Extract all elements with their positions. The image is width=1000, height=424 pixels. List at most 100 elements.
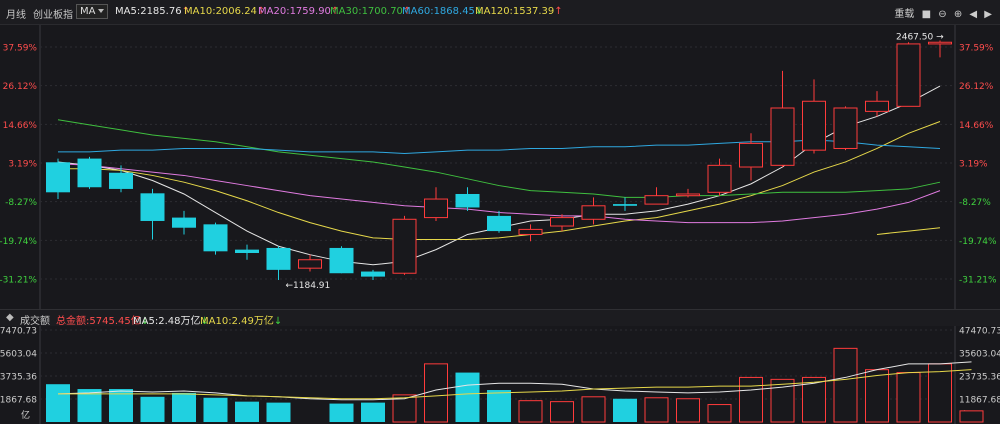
volume-bar (518, 400, 543, 423)
price-axis-label-left: 37.59% (3, 44, 38, 54)
volume-axis-label-right: 11867.68 (959, 396, 1000, 406)
price-axis-label-right: 3.19% (959, 160, 988, 170)
price-axis-label-left: -31.21% (0, 276, 37, 286)
price-axis-label-left: -8.27% (5, 198, 37, 208)
volume-unit-label-left: 亿 (21, 409, 30, 421)
price-axis-label-left: -19.74% (0, 237, 37, 247)
candle (676, 188, 700, 198)
volume-axis-label-left: 11867.68 (0, 396, 37, 406)
minus-icon[interactable]: ⊖ (938, 9, 947, 20)
candle-body (550, 217, 574, 227)
candle-body (235, 249, 259, 254)
volume-bar (928, 363, 952, 423)
volume-bar (361, 402, 385, 422)
total-amount-label: 总金额:5745.45亿↓ (56, 316, 150, 327)
period-label[interactable]: 月线 (6, 10, 26, 21)
ma30-legend: MA30:1700.70↑ (330, 6, 412, 17)
candle-body (392, 218, 417, 274)
candle-body (266, 247, 291, 270)
indicator-select[interactable]: MA (76, 4, 108, 19)
lock-icon[interactable]: ■ (921, 9, 932, 20)
price-axis-label-right: -8.27% (959, 198, 991, 208)
high-price-label: 2467.50 → (896, 33, 944, 43)
volume-chart[interactable]: 47470.73 47470.73 35603.04 35603.04 23735.36… (0, 326, 1000, 424)
volume-title: 成交额 (20, 316, 50, 327)
candle-body (77, 158, 102, 188)
next-icon[interactable]: ▶ (984, 9, 992, 20)
candle-body (896, 43, 921, 107)
volume-bar (550, 401, 574, 423)
volume-axis-label-left: 35603.04 (0, 350, 37, 360)
volume-bar (235, 401, 259, 422)
price-background (0, 25, 1000, 309)
candle (424, 187, 448, 221)
candle (644, 187, 669, 205)
toolbar-icons: 重载 ■ ⊖ ⊕ ◀ ▶ (890, 5, 992, 20)
volume-bar (46, 384, 70, 422)
candle (833, 106, 858, 151)
index-name[interactable]: 创业板指 (33, 10, 73, 21)
price-axis-label-right: 37.59% (959, 44, 994, 54)
candle (518, 224, 543, 242)
candle-body (46, 162, 70, 193)
candle (802, 79, 826, 154)
volume-bar (109, 389, 133, 422)
candle (928, 40, 952, 58)
volume-axis-label-right: 47470.73 (959, 327, 1000, 337)
volume-bar (676, 398, 700, 423)
candle (896, 42, 921, 107)
volume-header: ◆ 成交额 总金额:5745.45亿↓ MA5:2.48万亿↓ MA10:2.4… (0, 309, 1000, 327)
candle-body (361, 271, 385, 277)
volume-bar (833, 347, 858, 423)
candle-body (865, 100, 889, 112)
volume-bar (77, 389, 102, 422)
restore-button[interactable]: 重载 (894, 9, 915, 20)
candle-body (298, 259, 322, 269)
candle (613, 197, 637, 211)
price-axis-label-right: 26.12% (959, 82, 994, 92)
volume-bar (266, 402, 291, 422)
candle-body (518, 228, 543, 235)
chevron-down-icon (98, 9, 104, 13)
volume-bar (770, 378, 795, 423)
volume-bar (140, 396, 165, 422)
price-axis-label-left: 3.19% (8, 160, 37, 170)
volume-bar (739, 376, 763, 423)
volume-axis-label-right: 35603.04 (959, 350, 1000, 360)
ma10-line (58, 121, 941, 241)
volume-bar (424, 363, 448, 423)
price-chart[interactable]: 37.59% 37.59% 26.12% 26.12% 14.66% 14.66% 3.19… (0, 25, 1000, 309)
candle (581, 197, 606, 225)
candle (329, 246, 354, 274)
volume-bar (581, 396, 606, 423)
volume-bar (707, 404, 732, 423)
collapse-icon[interactable]: ◆ (6, 312, 14, 323)
candle-body (707, 164, 732, 193)
volume-bar (896, 372, 921, 423)
candle (739, 133, 763, 181)
ma10-legend: MA10:2006.24↑ (184, 6, 266, 17)
toolbar: 月线 创业板指 MA MA5:2185.76↑ MA10:2006.24↑ MA… (0, 0, 1000, 25)
candle (298, 254, 322, 272)
ma30-line (57, 119, 941, 198)
candle-body (644, 195, 669, 205)
candle (203, 222, 228, 255)
volume-bar (455, 372, 480, 422)
price-axis-label-right: 14.66% (959, 121, 994, 131)
prev-icon[interactable]: ◀ (969, 9, 978, 20)
candle (770, 70, 795, 168)
candle-body (487, 215, 511, 232)
candle-body (424, 198, 448, 219)
volume-bar (865, 369, 889, 423)
candle (109, 165, 133, 193)
ma60-legend: MA60:1868.45↓ (402, 6, 484, 17)
plus-icon[interactable]: ⊕ (953, 9, 963, 20)
candle (487, 210, 511, 233)
candle-body (739, 142, 763, 168)
candle (361, 269, 385, 280)
ma120-legend: MA120:1537.39↑ (475, 6, 563, 17)
volume-bar (392, 394, 417, 423)
volume-axis-label-left: 23735.36 (0, 373, 37, 383)
candle (550, 214, 574, 232)
price-axis-label-left: 26.12% (3, 82, 38, 92)
